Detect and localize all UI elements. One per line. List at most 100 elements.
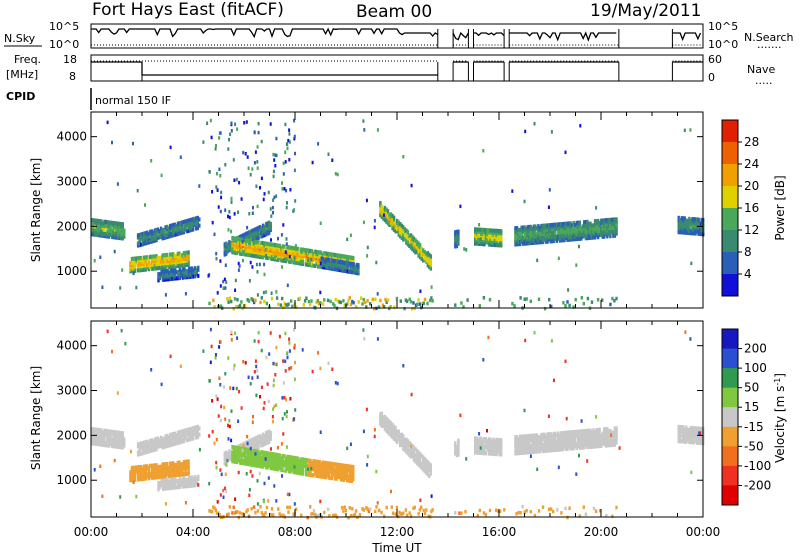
echo-cell <box>525 231 528 236</box>
echo-cell <box>161 437 164 442</box>
echo-cell <box>191 475 194 480</box>
echo-cell <box>295 460 298 465</box>
echo-cell <box>346 464 349 469</box>
echo-cell <box>144 263 147 268</box>
echo-cell <box>528 433 531 439</box>
noise-cell <box>567 288 570 292</box>
echo-cell <box>149 463 152 468</box>
echo-cell <box>266 221 269 226</box>
noise-cell <box>265 253 267 258</box>
noise-cell <box>150 159 153 163</box>
echo-cell <box>548 442 551 447</box>
colorbar-tick-label: 28 <box>744 135 759 149</box>
noise-cell <box>226 249 229 254</box>
echo-cell <box>133 256 137 261</box>
ground-scatter-cell <box>418 302 422 306</box>
ground-scatter-cell <box>302 303 305 307</box>
echo-cell <box>289 245 292 250</box>
echo-cell <box>406 445 410 450</box>
echo-cell <box>603 224 606 229</box>
echo-cell <box>290 455 294 460</box>
echo-cell <box>123 437 126 442</box>
echo-cell <box>158 464 161 469</box>
noise-cell <box>246 155 249 159</box>
echo-cell <box>592 223 595 228</box>
echo-cell <box>677 215 680 220</box>
noise-cell <box>116 182 119 186</box>
echo-cell <box>246 447 249 452</box>
echo-cell <box>198 217 201 222</box>
echo-cell <box>140 441 143 446</box>
echo-cell <box>181 263 184 268</box>
echo-cell <box>515 226 519 231</box>
noise-cell <box>288 132 291 136</box>
noise-cell <box>136 189 139 193</box>
echo-cell <box>169 432 172 438</box>
echo-cell <box>697 217 700 222</box>
noise-cell <box>277 236 279 241</box>
ground-scatter-cell <box>277 302 280 306</box>
echo-cell <box>146 230 149 235</box>
echo-cell <box>540 447 543 452</box>
echo-cell <box>114 434 117 439</box>
echo-cell <box>399 437 402 442</box>
ground-scatter-cell <box>377 305 381 309</box>
echo-cell <box>114 221 117 226</box>
ground-scatter-cell <box>371 297 374 302</box>
echo-cell <box>341 254 344 259</box>
echo-cell <box>260 230 263 235</box>
echo-cell <box>110 437 114 442</box>
echo-cell <box>590 223 594 228</box>
echo-cell <box>243 240 246 245</box>
noise-cell <box>256 293 259 297</box>
echo-cell <box>484 236 488 241</box>
noise-cell <box>111 140 113 145</box>
echo-cell <box>178 221 181 226</box>
echo-cell <box>487 437 491 442</box>
echo-cell <box>339 463 343 468</box>
echo-cell <box>182 460 186 465</box>
noise-cell <box>285 237 288 241</box>
ground-scatter-cell <box>412 301 415 305</box>
echo-cell <box>174 274 177 279</box>
echo-cell <box>396 218 399 223</box>
echo-cell <box>535 232 539 237</box>
echo-cell <box>159 464 163 469</box>
ground-scatter-cell <box>611 296 614 301</box>
echo-cell <box>170 252 173 257</box>
echo-cell <box>544 434 548 439</box>
echo-cell <box>177 478 180 484</box>
echo-cell <box>238 458 242 463</box>
beam-title: Beam 00 <box>356 2 432 22</box>
ground-scatter-cell <box>426 301 429 306</box>
echo-cell <box>428 260 431 265</box>
echo-cell <box>397 429 400 434</box>
echo-cell <box>555 234 558 239</box>
echo-cell <box>175 485 179 490</box>
echo-cell <box>161 445 164 450</box>
echo-cell <box>327 251 330 257</box>
echo-cell <box>110 234 114 240</box>
echo-cell <box>340 264 343 269</box>
ground-scatter-cell <box>297 297 300 301</box>
echo-cell <box>170 223 173 228</box>
echo-cell <box>561 228 565 233</box>
echo-cell <box>166 461 169 467</box>
echo-cell <box>179 220 183 225</box>
echo-cell <box>343 268 346 273</box>
echo-cell <box>555 433 558 438</box>
ground-scatter-cell <box>208 301 211 306</box>
echo-cell <box>411 234 414 240</box>
echo-cell <box>303 247 306 253</box>
echo-cell <box>429 463 432 468</box>
echo-cell <box>572 221 575 226</box>
echo-cell <box>264 241 268 246</box>
echo-cell <box>534 224 537 229</box>
echo-cell <box>682 216 685 221</box>
echo-cell <box>120 437 123 442</box>
echo-cell <box>161 236 164 241</box>
noise-cell <box>366 245 369 250</box>
echo-cell <box>109 437 112 442</box>
echo-cell <box>609 217 612 222</box>
ground-scatter-cell <box>393 305 396 310</box>
